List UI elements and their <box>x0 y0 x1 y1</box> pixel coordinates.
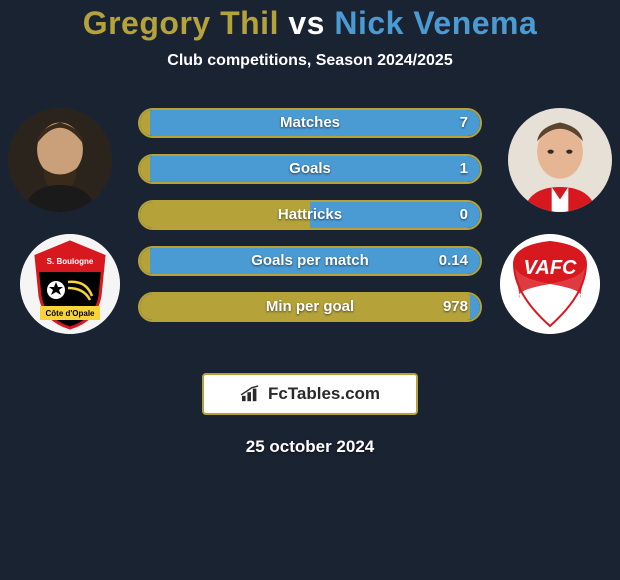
stat-label: Goals <box>140 156 480 182</box>
svg-text:VAFC: VAFC <box>524 257 578 279</box>
person-icon <box>508 108 612 212</box>
stat-row-min-per-goal: Min per goal 978 <box>138 292 482 322</box>
player1-name: Gregory Thil <box>83 5 279 41</box>
comparison-area: S. Boulogne Côte d'Opale VAFC <box>0 108 620 368</box>
player2-avatar <box>508 108 612 212</box>
subtitle: Club competitions, Season 2024/2025 <box>0 52 620 70</box>
stat-value-right: 0 <box>440 202 480 228</box>
date-stamp: 25 october 2024 <box>0 437 620 457</box>
bar-chart-icon <box>240 385 262 403</box>
stat-row-hattricks: Hattricks 0 <box>138 200 482 230</box>
brand-text: FcTables.com <box>268 384 380 404</box>
stat-value-right: 0.14 <box>427 248 480 274</box>
club-badge-icon: S. Boulogne Côte d'Opale <box>20 234 120 334</box>
stat-label: Hattricks <box>140 202 480 228</box>
stat-row-goals-per-match: Goals per match 0.14 <box>138 246 482 276</box>
stat-label: Matches <box>140 110 480 136</box>
stat-value-right: 978 <box>431 294 480 320</box>
stat-row-matches: Matches 7 <box>138 108 482 138</box>
person-icon <box>8 108 112 212</box>
stat-value-right: 7 <box>440 110 480 136</box>
player2-name: Nick Venema <box>334 5 537 41</box>
club-badge-icon: VAFC <box>500 234 600 334</box>
stat-bars: Matches 7 Goals 1 Hattricks 0 <box>138 108 482 338</box>
brand-badge[interactable]: FcTables.com <box>202 373 418 415</box>
player1-avatar <box>8 108 112 212</box>
page-title: Gregory Thil vs Nick Venema <box>0 5 620 42</box>
svg-text:S. Boulogne: S. Boulogne <box>47 257 94 266</box>
stat-label: Min per goal <box>140 294 480 320</box>
player1-club-crest: S. Boulogne Côte d'Opale <box>20 234 120 334</box>
vs-separator: vs <box>288 5 325 41</box>
player2-club-crest: VAFC <box>500 234 600 334</box>
stat-value-right: 1 <box>440 156 480 182</box>
svg-text:Côte d'Opale: Côte d'Opale <box>45 309 95 318</box>
stat-row-goals: Goals 1 <box>138 154 482 184</box>
